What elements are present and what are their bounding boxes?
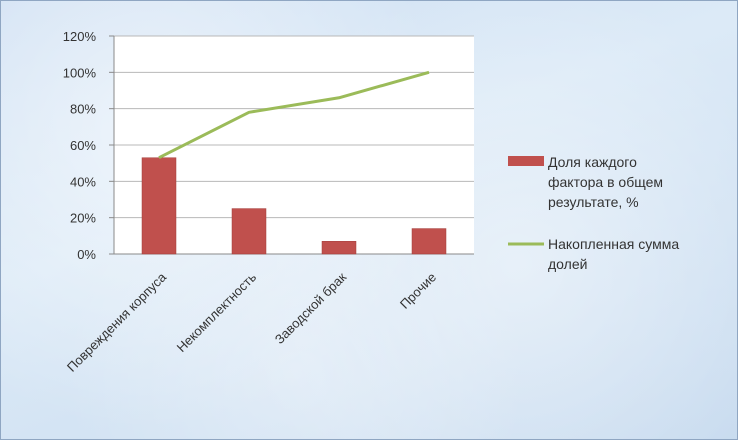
x-tick-label: Повреждения корпуса	[64, 269, 170, 375]
bar-series	[141, 157, 447, 255]
legend: Доля каждого фактора в общем результате, %…	[508, 154, 679, 272]
y-tick-label: 20%	[70, 211, 96, 226]
bar	[411, 228, 447, 255]
bar	[231, 208, 267, 255]
x-tick-label: Прочие	[397, 270, 439, 312]
y-tick-label: 60%	[70, 138, 96, 153]
legend-label-line: Накопленная сумма	[548, 236, 679, 252]
x-tick-label: Заводской брак	[272, 269, 350, 347]
bar	[141, 157, 177, 255]
legend-label-bar: Доля каждого	[548, 154, 637, 170]
legend-label-bar: результате, %	[548, 194, 639, 210]
x-axis-ticks: Повреждения корпуса Некомплектность Заводс…	[64, 269, 439, 375]
x-tick-label: Некомплектность	[174, 269, 260, 355]
y-tick-label: 80%	[70, 102, 96, 117]
legend-label-bar: фактора в общем	[548, 174, 663, 190]
legend-swatch-bar	[508, 156, 544, 166]
cumulative-line	[158, 70, 430, 160]
legend-label-line: долей	[548, 256, 587, 272]
line-series	[158, 70, 430, 160]
y-tick-label: 40%	[70, 174, 96, 189]
y-axis-ticks: 0% 20% 40% 60% 80% 100% 120%	[63, 29, 97, 262]
bar	[321, 241, 357, 255]
y-tick-label: 120%	[63, 29, 97, 44]
y-tick-label: 100%	[63, 65, 97, 80]
y-tick-label: 0%	[77, 247, 96, 262]
